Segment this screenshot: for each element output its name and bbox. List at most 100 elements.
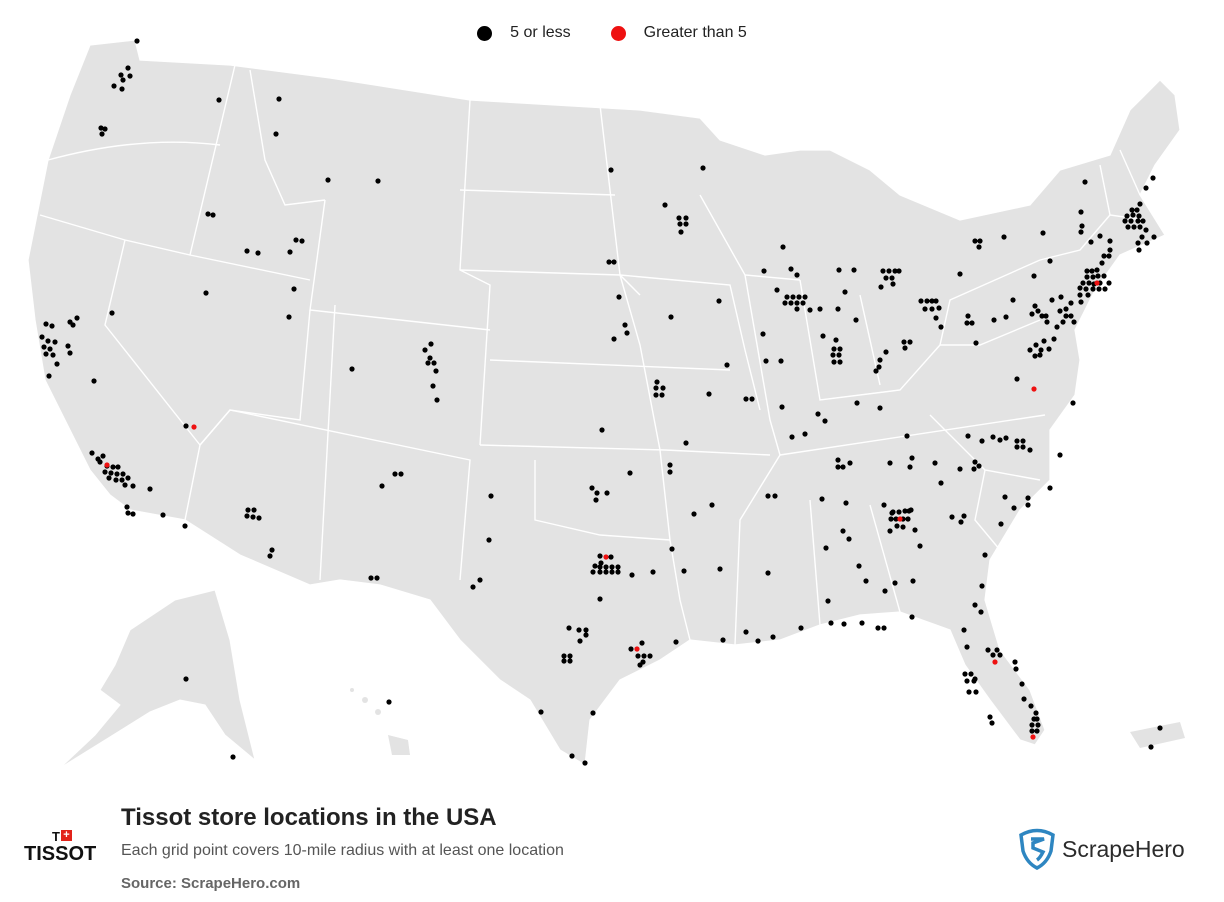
store-point-black bbox=[964, 644, 970, 650]
store-point-black bbox=[788, 300, 794, 306]
store-point-black bbox=[1101, 253, 1107, 259]
store-point-black bbox=[256, 515, 262, 521]
store-point-black bbox=[635, 653, 641, 659]
store-point-black bbox=[299, 238, 305, 244]
store-point-black bbox=[1085, 292, 1091, 298]
store-point-black bbox=[269, 547, 275, 553]
store-points-5-or-less bbox=[39, 38, 1163, 766]
store-point-black bbox=[969, 320, 975, 326]
store-point-black bbox=[89, 450, 95, 456]
store-point-black bbox=[896, 268, 902, 274]
store-point-black bbox=[817, 306, 823, 312]
store-point-black bbox=[889, 510, 895, 516]
store-point-black bbox=[1031, 273, 1037, 279]
store-point-black bbox=[924, 298, 930, 304]
store-point-black bbox=[938, 480, 944, 486]
red-dot-icon bbox=[610, 25, 626, 41]
store-point-black bbox=[1032, 353, 1038, 359]
store-point-black bbox=[1054, 324, 1060, 330]
legend-label: Greater than 5 bbox=[643, 24, 747, 41]
store-point-black bbox=[800, 300, 806, 306]
store-point-black bbox=[45, 338, 51, 344]
store-point-black bbox=[43, 351, 49, 357]
store-point-black bbox=[1003, 314, 1009, 320]
store-point-black bbox=[287, 249, 293, 255]
store-point-black bbox=[1086, 280, 1092, 286]
store-point-black bbox=[538, 709, 544, 715]
store-point-black bbox=[99, 131, 105, 137]
store-point-black bbox=[91, 378, 97, 384]
store-point-black bbox=[1135, 240, 1141, 246]
store-point-black bbox=[1139, 234, 1145, 240]
store-point-black bbox=[676, 215, 682, 221]
store-point-black bbox=[1033, 710, 1039, 716]
store-point-black bbox=[825, 598, 831, 604]
store-point-black bbox=[669, 546, 675, 552]
store-point-black bbox=[890, 281, 896, 287]
store-point-black bbox=[1084, 274, 1090, 280]
store-point-black bbox=[859, 620, 865, 626]
store-point-black bbox=[1038, 347, 1044, 353]
store-point-black bbox=[67, 350, 73, 356]
store-point-black bbox=[251, 507, 257, 513]
store-point-black bbox=[749, 396, 755, 402]
store-point-black bbox=[70, 322, 76, 328]
store-point-black bbox=[98, 125, 104, 131]
scrapehero-logo: ScrapeHero bbox=[1018, 828, 1185, 870]
store-point-black bbox=[1101, 273, 1107, 279]
store-point-black bbox=[706, 391, 712, 397]
store-point-black bbox=[1078, 299, 1084, 305]
store-point-black bbox=[611, 336, 617, 342]
store-point-black bbox=[102, 469, 108, 475]
store-point-black bbox=[74, 315, 80, 321]
store-point-black bbox=[976, 244, 982, 250]
store-point-black bbox=[598, 560, 604, 566]
store-point-black bbox=[760, 331, 766, 337]
store-point-black bbox=[616, 294, 622, 300]
tissot-wordmark: TISSOT bbox=[24, 843, 97, 865]
store-point-black bbox=[102, 126, 108, 132]
tissot-mark-letter: T bbox=[52, 829, 60, 844]
store-point-black bbox=[46, 373, 52, 379]
store-point-red bbox=[1094, 280, 1100, 286]
store-point-black bbox=[1084, 268, 1090, 274]
store-point-black bbox=[106, 475, 112, 481]
store-point-black bbox=[182, 523, 188, 529]
store-point-black bbox=[794, 306, 800, 312]
store-point-black bbox=[1011, 505, 1017, 511]
store-point-black bbox=[668, 314, 674, 320]
store-point-black bbox=[1137, 224, 1143, 230]
store-point-black bbox=[1014, 376, 1020, 382]
store-point-black bbox=[65, 343, 71, 349]
store-point-black bbox=[918, 298, 924, 304]
store-point-black bbox=[936, 305, 942, 311]
store-point-black bbox=[611, 259, 617, 265]
store-point-black bbox=[125, 510, 131, 516]
store-point-black bbox=[160, 512, 166, 518]
black-dot-icon bbox=[477, 25, 493, 41]
store-point-black bbox=[965, 313, 971, 319]
store-point-black bbox=[425, 360, 431, 366]
store-point-black bbox=[273, 131, 279, 137]
store-point-black bbox=[1143, 227, 1149, 233]
store-point-black bbox=[230, 754, 236, 760]
store-point-black bbox=[597, 569, 603, 575]
store-point-black bbox=[386, 699, 392, 705]
store-point-black bbox=[597, 596, 603, 602]
store-point-black bbox=[837, 346, 843, 352]
store-point-black bbox=[125, 65, 131, 71]
store-point-black bbox=[788, 266, 794, 272]
store-point-black bbox=[807, 307, 813, 313]
store-point-black bbox=[100, 453, 106, 459]
store-point-black bbox=[1068, 313, 1074, 319]
store-point-black bbox=[789, 434, 795, 440]
store-point-black bbox=[653, 385, 659, 391]
store-point-black bbox=[978, 609, 984, 615]
hawaii-islands bbox=[350, 688, 410, 755]
store-points-greater-than-5 bbox=[104, 280, 1100, 740]
store-point-black bbox=[1049, 297, 1055, 303]
store-point-black bbox=[1102, 286, 1108, 292]
store-point-black bbox=[796, 294, 802, 300]
store-point-black bbox=[627, 470, 633, 476]
store-point-black bbox=[660, 385, 666, 391]
